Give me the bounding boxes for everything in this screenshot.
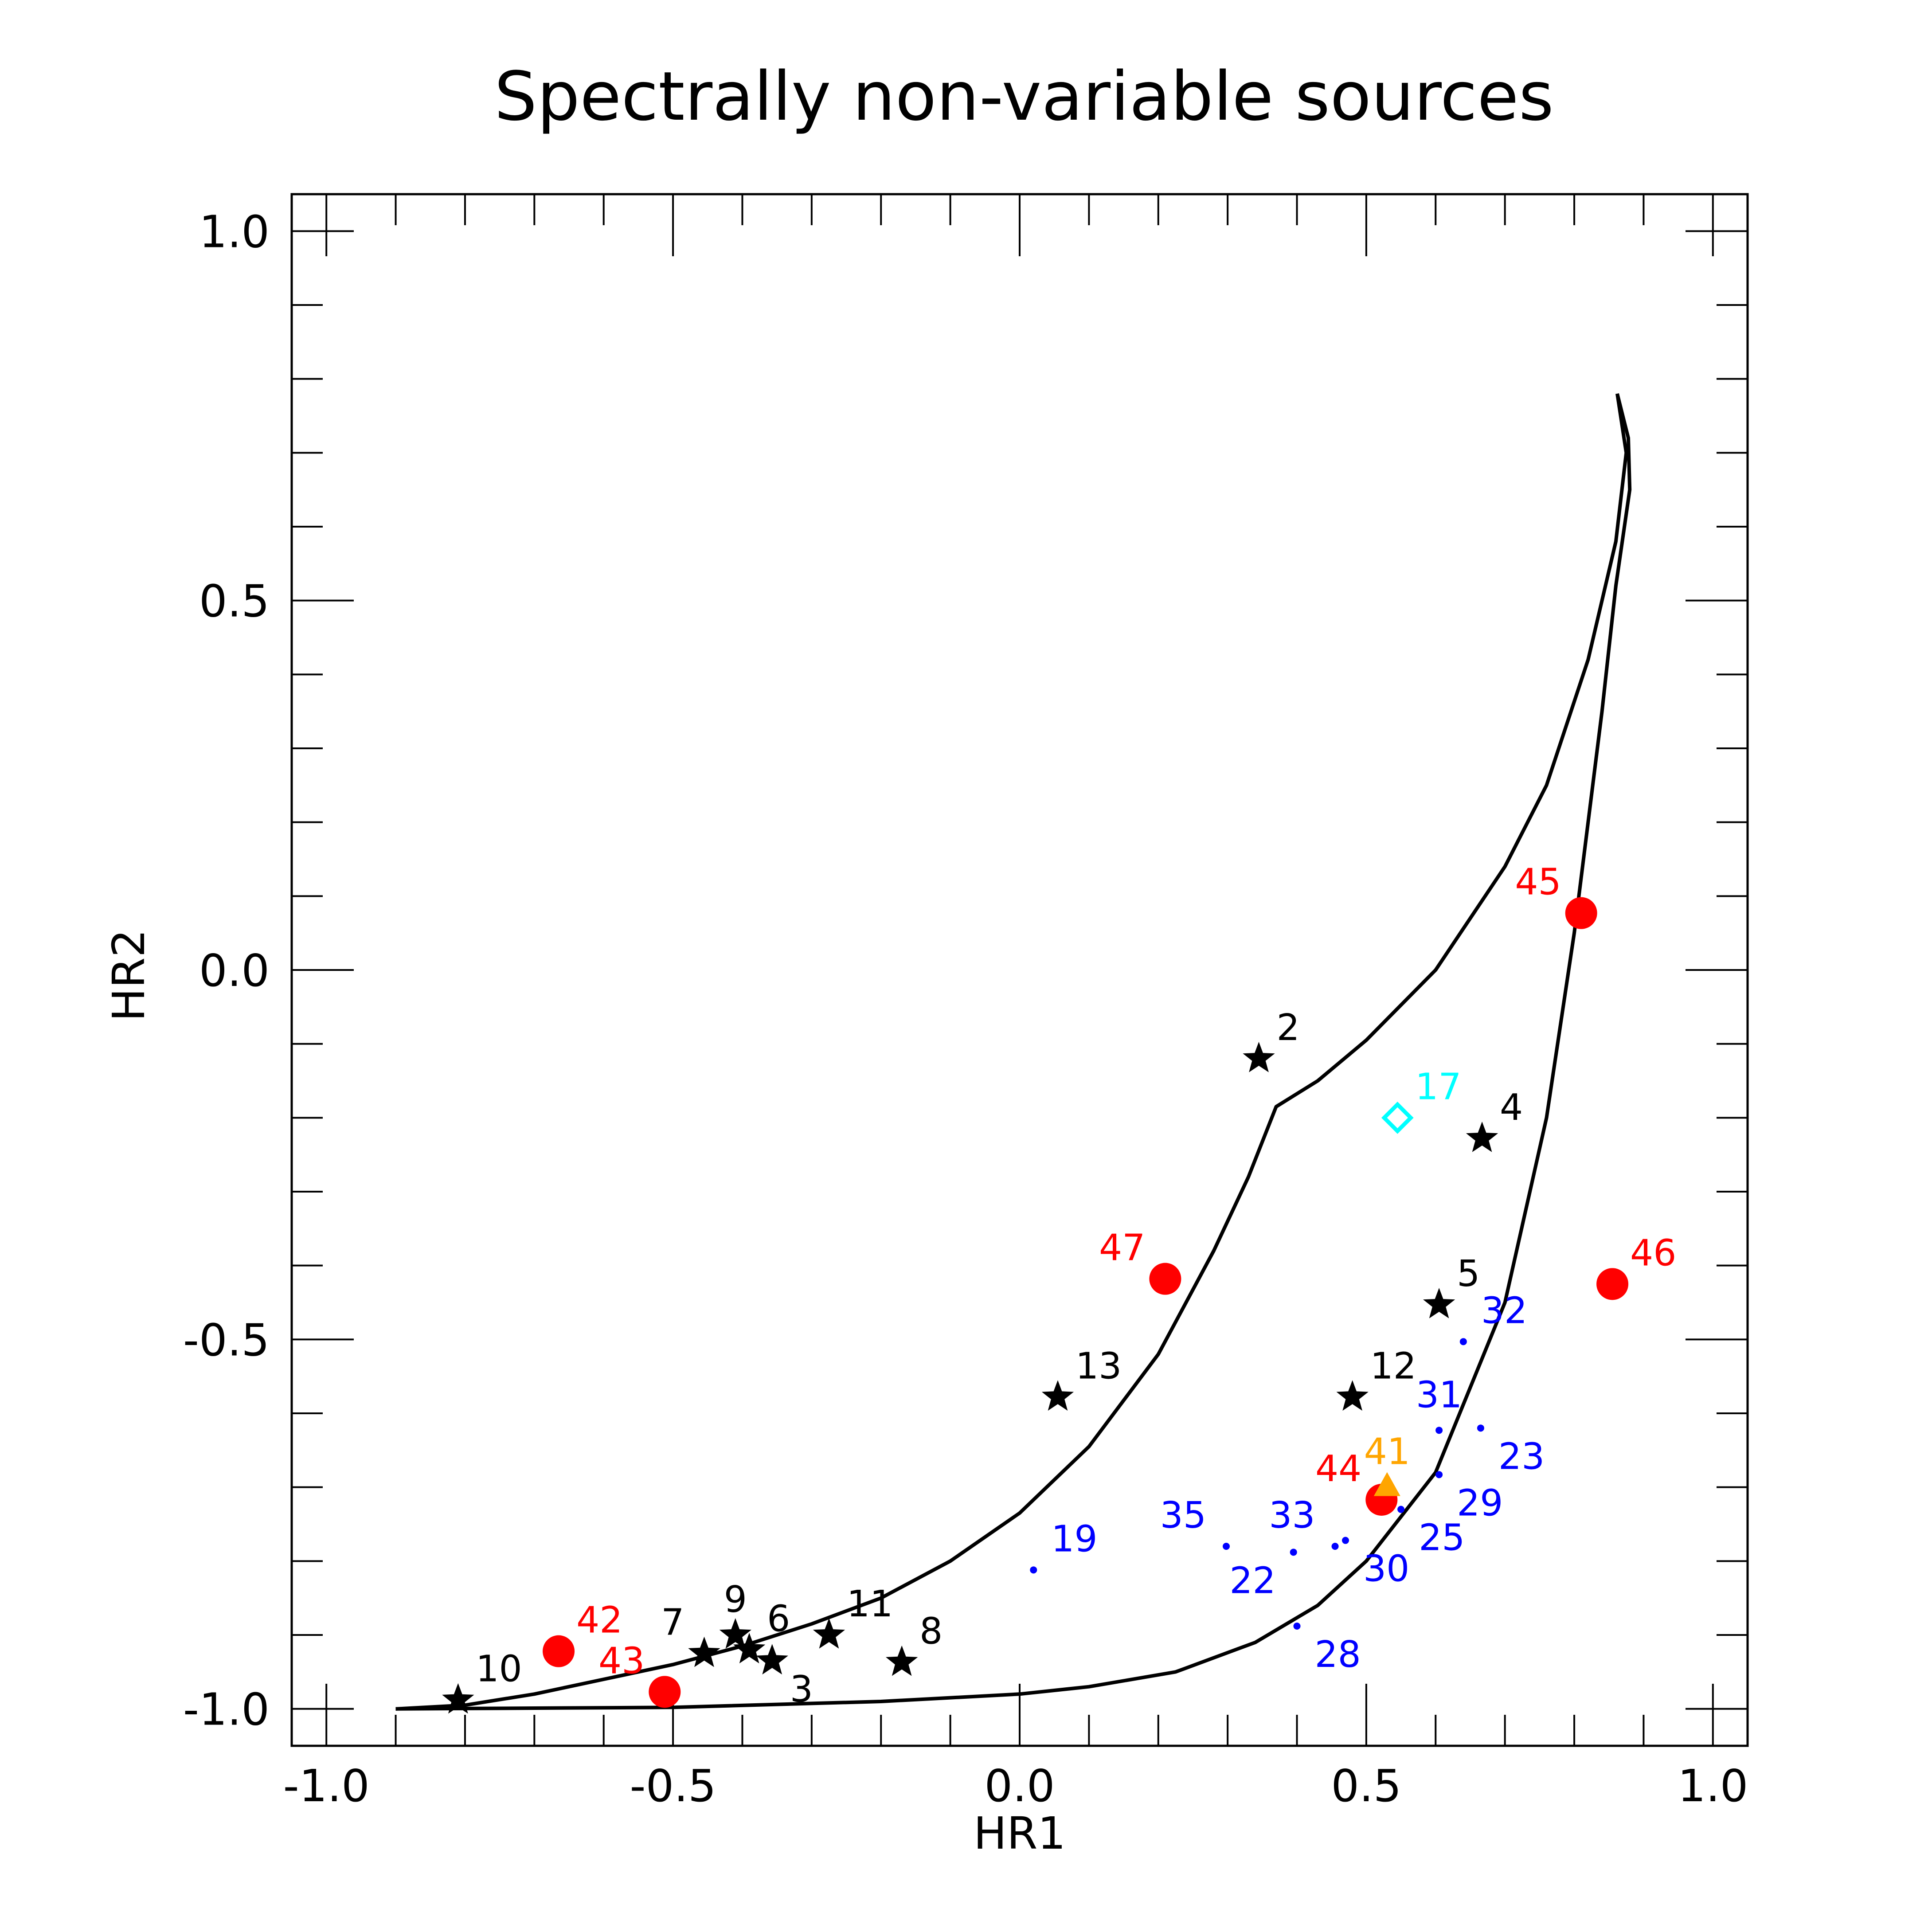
blue-dots-point-30	[1341, 1537, 1349, 1544]
red-circles-label-42: 42	[576, 1600, 622, 1642]
black-stars-label-6: 6	[767, 1598, 790, 1640]
red-circles-point-45	[1565, 897, 1597, 929]
x-tick-label: -1.0	[283, 1760, 370, 1812]
y-tick-label: -0.5	[183, 1314, 270, 1366]
blue-dots-point-22	[1290, 1549, 1297, 1556]
black-stars-point-11	[813, 1618, 845, 1649]
y-tick-label: -1.0	[183, 1684, 270, 1736]
black-stars-point-6	[733, 1633, 766, 1664]
blue-dots-label-32: 32	[1481, 1290, 1527, 1332]
upper-boundary-curve	[395, 393, 1628, 1711]
black-stars-point-13	[1041, 1380, 1074, 1411]
black-stars-label-2: 2	[1277, 1007, 1300, 1049]
red-circles-point-43	[649, 1676, 681, 1708]
blue-dots-point-33	[1331, 1543, 1339, 1550]
cyan-diamond-label-17: 17	[1415, 1066, 1461, 1108]
blue-dots-point-35	[1223, 1543, 1230, 1550]
y-axis-label: HR2	[103, 929, 155, 1021]
blue-dots-label-25: 25	[1419, 1517, 1465, 1559]
y-tick-label: 1.0	[199, 206, 270, 258]
black-stars-label-3: 3	[790, 1668, 813, 1710]
blue-dots-label-19: 19	[1051, 1518, 1097, 1560]
blue-dots-label-30: 30	[1363, 1548, 1409, 1590]
blue-dots-point-19	[1030, 1566, 1037, 1574]
black-stars-point-4	[1466, 1122, 1498, 1152]
black-stars-label-11: 11	[847, 1583, 893, 1625]
black-stars-point-8	[886, 1645, 918, 1676]
black-stars-label-4: 4	[1500, 1087, 1523, 1129]
y-tick-label: 0.5	[199, 575, 270, 627]
chart-title: Spectrally non-variable sources	[494, 57, 1554, 136]
red-circles-label-46: 46	[1630, 1232, 1676, 1274]
blue-dots-point-25	[1397, 1506, 1405, 1513]
blue-dots-label-29: 29	[1457, 1482, 1503, 1524]
blue-dots-point-32	[1459, 1338, 1467, 1345]
black-stars-point-7	[688, 1636, 720, 1667]
black-stars-point-3	[756, 1644, 788, 1675]
blue-dots-label-31: 31	[1416, 1374, 1462, 1416]
blue-dots-point-29	[1435, 1471, 1443, 1478]
blue-dots-point-23	[1477, 1424, 1484, 1432]
orange-triangle-point-41	[1373, 1472, 1400, 1496]
red-circles-label-43: 43	[598, 1640, 645, 1682]
black-stars-label-13: 13	[1076, 1345, 1122, 1387]
x-tick-label: 0.5	[1331, 1760, 1401, 1812]
orange-triangle-label-41: 41	[1364, 1431, 1410, 1473]
blue-dots-label-23: 23	[1498, 1435, 1545, 1478]
x-tick-label: -0.5	[630, 1760, 716, 1812]
black-stars-label-5: 5	[1457, 1253, 1480, 1295]
red-circles-label-45: 45	[1515, 861, 1561, 903]
red-circles-point-42	[543, 1635, 575, 1667]
black-stars-point-9	[719, 1618, 751, 1649]
red-circles-label-47: 47	[1099, 1227, 1145, 1269]
black-stars-label-8: 8	[919, 1611, 943, 1653]
black-stars-point-5	[1423, 1288, 1455, 1318]
blue-dots-point-31	[1435, 1427, 1443, 1434]
lower-boundary-curve	[395, 393, 1632, 1711]
cyan-diamond-point-17	[1381, 1101, 1414, 1134]
blue-dots-label-28: 28	[1315, 1634, 1361, 1676]
x-tick-label: 0.0	[984, 1760, 1055, 1812]
blue-dots-label-35: 35	[1160, 1494, 1206, 1537]
black-stars-label-9: 9	[724, 1579, 747, 1621]
black-stars-label-7: 7	[661, 1602, 684, 1644]
blue-dots-label-33: 33	[1269, 1494, 1315, 1537]
black-stars-point-10	[442, 1683, 474, 1714]
black-stars-point-12	[1336, 1380, 1369, 1411]
x-tick-label: 1.0	[1678, 1760, 1748, 1812]
red-circles-point-47	[1149, 1263, 1181, 1295]
black-stars-label-10: 10	[476, 1648, 522, 1690]
blue-dots-point-28	[1293, 1623, 1301, 1630]
x-axis-label: HR1	[974, 1807, 1066, 1859]
axes: -1.0 -0.5 0.0 0.5 1.0 -1.0 -0.5 0.0 0.5 1.0	[183, 193, 1749, 1812]
red-circles-point-46	[1596, 1268, 1629, 1300]
blue-dots-label-22: 22	[1229, 1560, 1275, 1602]
black-stars-point-2	[1243, 1042, 1275, 1072]
y-tick-label: 0.0	[199, 945, 270, 997]
red-circles-label-44: 44	[1315, 1448, 1361, 1490]
black-stars-label-12: 12	[1370, 1345, 1416, 1387]
boundary-curves	[395, 393, 1632, 1711]
